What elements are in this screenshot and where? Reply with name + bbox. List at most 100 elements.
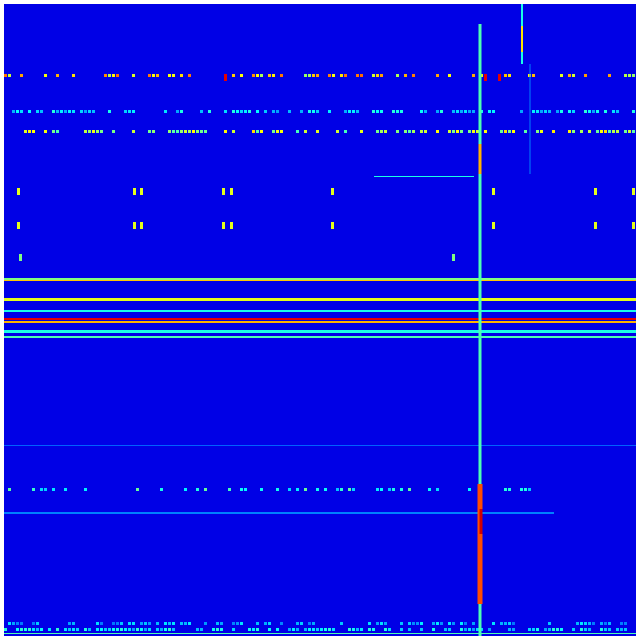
- horizontal-band: [4, 280, 636, 281]
- heatmap-cell: [456, 130, 459, 133]
- heatmap-cell: [224, 130, 227, 133]
- heatmap-cell: [20, 622, 23, 625]
- heatmap-cell: [164, 110, 167, 113]
- heatmap-cell: [68, 628, 71, 631]
- heatmap-cell: [572, 74, 575, 77]
- heatmap-cell: [224, 110, 227, 113]
- heatmap-spot: [230, 222, 233, 229]
- heatmap-cell: [172, 74, 175, 77]
- heatmap-cell: [32, 130, 35, 133]
- heatmap-cell: [260, 74, 263, 77]
- heatmap-cell: [88, 110, 91, 113]
- heatmap-cell: [544, 110, 547, 113]
- heatmap-cell: [272, 110, 275, 113]
- heatmap-cell: [616, 628, 619, 631]
- heatmap-cell: [152, 74, 155, 77]
- heatmap-cell: [568, 74, 571, 77]
- heatmap-cell: [148, 74, 151, 77]
- heatmap-cell: [604, 628, 607, 631]
- heatmap-cell: [304, 74, 307, 77]
- heatmap-cell: [372, 628, 375, 631]
- heatmap-cell: [16, 622, 19, 625]
- heatmap-cell: [308, 628, 311, 631]
- heatmap-cell: [160, 628, 163, 631]
- heatmap-cell: [436, 130, 439, 133]
- heatmap-spot: [331, 222, 334, 229]
- heatmap-cell: [12, 622, 15, 625]
- heatmap-cell: [356, 74, 359, 77]
- heatmap-cell: [380, 622, 383, 625]
- heatmap-cell: [508, 488, 511, 491]
- heatmap-cell: [288, 110, 291, 113]
- heatmap-cell: [68, 622, 71, 625]
- heatmap-cell: [404, 130, 407, 133]
- heatmap-spot: [632, 222, 635, 229]
- heatmap-cell: [584, 110, 587, 113]
- heatmap-cell: [468, 628, 471, 631]
- heatmap-cell: [596, 110, 599, 113]
- heatmap-cell: [492, 110, 495, 113]
- heatmap-cell: [408, 488, 411, 491]
- heatmap-cell: [112, 130, 115, 133]
- heatmap-cell: [148, 628, 151, 631]
- heatmap-cell: [608, 622, 611, 625]
- heatmap-cell: [32, 628, 35, 631]
- heatmap-cell: [276, 130, 279, 133]
- heatmap-cell: [316, 110, 319, 113]
- heatmap-spot: [632, 188, 635, 195]
- heatmap-spot: [331, 188, 334, 195]
- heatmap-cell: [64, 488, 67, 491]
- heatmap-cell: [500, 130, 503, 133]
- heatmap-cell: [156, 622, 159, 625]
- heatmap-cell: [376, 130, 379, 133]
- heatmap-cell: [568, 130, 571, 133]
- heatmap-cell: [8, 622, 11, 625]
- heatmap-cell: [544, 628, 547, 631]
- heatmap-cell: [424, 110, 427, 113]
- heatmap-spot: [484, 74, 487, 81]
- heatmap-cell: [492, 622, 495, 625]
- heatmap-cell: [332, 628, 335, 631]
- horizontal-band: [4, 278, 636, 281]
- heatmap-cell: [608, 628, 611, 631]
- heatmap-cell: [584, 628, 587, 631]
- vertical-band: [479, 509, 483, 534]
- heatmap-cell: [304, 130, 307, 133]
- heatmap-cell: [312, 622, 315, 625]
- heatmap-cell: [524, 130, 527, 133]
- heatmap-cell: [296, 488, 299, 491]
- heatmap-cell: [264, 110, 267, 113]
- heatmap-cell: [600, 628, 603, 631]
- heatmap-cell: [112, 74, 115, 77]
- heatmap-cell: [448, 628, 451, 631]
- heatmap-cell: [32, 622, 35, 625]
- heatmap-cell: [60, 110, 63, 113]
- heatmap-spot: [224, 74, 227, 81]
- heatmap-cell: [56, 130, 59, 133]
- heatmap-cell: [436, 74, 439, 77]
- heatmap-cell: [116, 74, 119, 77]
- heatmap-cell: [128, 622, 131, 625]
- heatmap-cell: [288, 488, 291, 491]
- heatmap-cell: [184, 488, 187, 491]
- heatmap-cell: [72, 74, 75, 77]
- heatmap-cell: [472, 130, 475, 133]
- heatmap-cell: [528, 488, 531, 491]
- heatmap-cell: [28, 110, 31, 113]
- heatmap-cell: [420, 110, 423, 113]
- heatmap-cell: [632, 110, 635, 113]
- heatmap-cell: [24, 130, 27, 133]
- heatmap-cell: [188, 74, 191, 77]
- heatmap-cell: [268, 74, 271, 77]
- heatmap-cell: [244, 488, 247, 491]
- heatmap-cell: [124, 110, 127, 113]
- heatmap-cell: [396, 130, 399, 133]
- heatmap-cell: [244, 110, 247, 113]
- heatmap-cell: [624, 74, 627, 77]
- heatmap-cell: [588, 110, 591, 113]
- horizontal-band: [4, 310, 636, 312]
- heatmap-cell: [16, 110, 19, 113]
- heatmap-cell: [456, 110, 459, 113]
- heatmap-cell: [380, 74, 383, 77]
- heatmap-spot: [594, 188, 597, 195]
